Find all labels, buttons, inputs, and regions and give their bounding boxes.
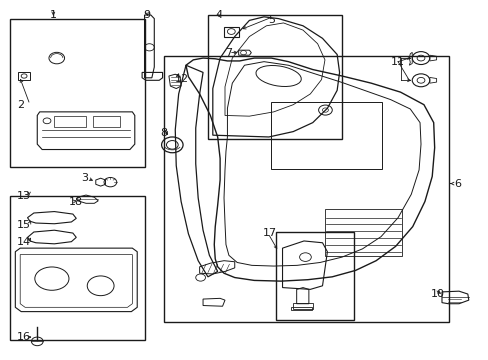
Text: 7: 7 [224, 48, 232, 58]
Text: 16: 16 [17, 332, 31, 342]
Bar [293, 303, 312, 309]
Text: 9: 9 [143, 10, 150, 20]
Text: 11: 11 [390, 57, 404, 67]
Bar [93, 116, 120, 127]
Bar [207, 15, 341, 139]
Text: 13: 13 [17, 192, 31, 202]
Text: 1: 1 [50, 10, 57, 20]
Text: 8: 8 [160, 128, 167, 138]
Text: 17: 17 [263, 228, 277, 238]
Bar [271, 102, 382, 169]
Bar [54, 116, 86, 127]
Text: 12: 12 [175, 74, 189, 84]
Bar [163, 56, 448, 321]
Bar [276, 232, 353, 320]
Text: 14: 14 [17, 237, 31, 247]
Text: 15: 15 [17, 220, 31, 230]
Text: 2: 2 [17, 100, 24, 110]
Bar [10, 19, 144, 167]
Text: 18: 18 [69, 197, 83, 207]
Bar [10, 196, 144, 339]
Text: 10: 10 [430, 289, 444, 300]
Text: 3: 3 [81, 173, 88, 183]
Text: 6: 6 [453, 179, 460, 189]
Text: 4: 4 [215, 10, 222, 20]
Text: 5: 5 [267, 15, 274, 25]
Bar [325, 209, 401, 256]
